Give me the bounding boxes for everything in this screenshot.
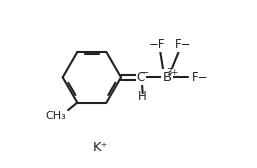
- Text: C: C: [137, 71, 145, 84]
- Text: −: −: [141, 68, 149, 78]
- Text: H: H: [138, 90, 147, 103]
- Text: −F: −F: [149, 38, 165, 51]
- Text: 3+: 3+: [166, 68, 178, 77]
- Text: CH₃: CH₃: [46, 111, 67, 121]
- Text: K⁺: K⁺: [93, 141, 108, 154]
- Text: F−: F−: [175, 38, 192, 51]
- Text: B: B: [162, 71, 171, 84]
- Text: F−: F−: [192, 71, 208, 84]
